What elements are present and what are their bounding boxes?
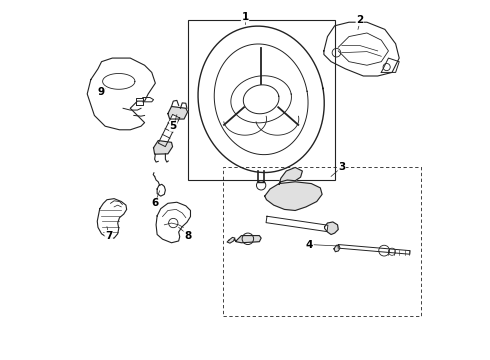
Polygon shape <box>338 244 410 254</box>
Text: 4: 4 <box>306 239 313 249</box>
Polygon shape <box>227 237 235 243</box>
Polygon shape <box>265 182 322 211</box>
Text: 5: 5 <box>170 121 177 131</box>
Polygon shape <box>279 167 302 184</box>
Bar <box>223 167 421 316</box>
Polygon shape <box>158 114 180 147</box>
Polygon shape <box>168 107 188 119</box>
Text: 1: 1 <box>242 12 248 22</box>
Text: 3: 3 <box>338 162 345 172</box>
Bar <box>188 21 335 180</box>
Polygon shape <box>153 140 172 154</box>
Text: 7: 7 <box>105 231 112 240</box>
Text: 9: 9 <box>98 87 105 97</box>
Polygon shape <box>266 216 328 231</box>
Polygon shape <box>234 235 261 243</box>
Text: 2: 2 <box>356 15 364 26</box>
Text: 6: 6 <box>152 198 159 208</box>
Text: 8: 8 <box>184 231 191 240</box>
Polygon shape <box>324 222 338 234</box>
Polygon shape <box>334 245 340 252</box>
